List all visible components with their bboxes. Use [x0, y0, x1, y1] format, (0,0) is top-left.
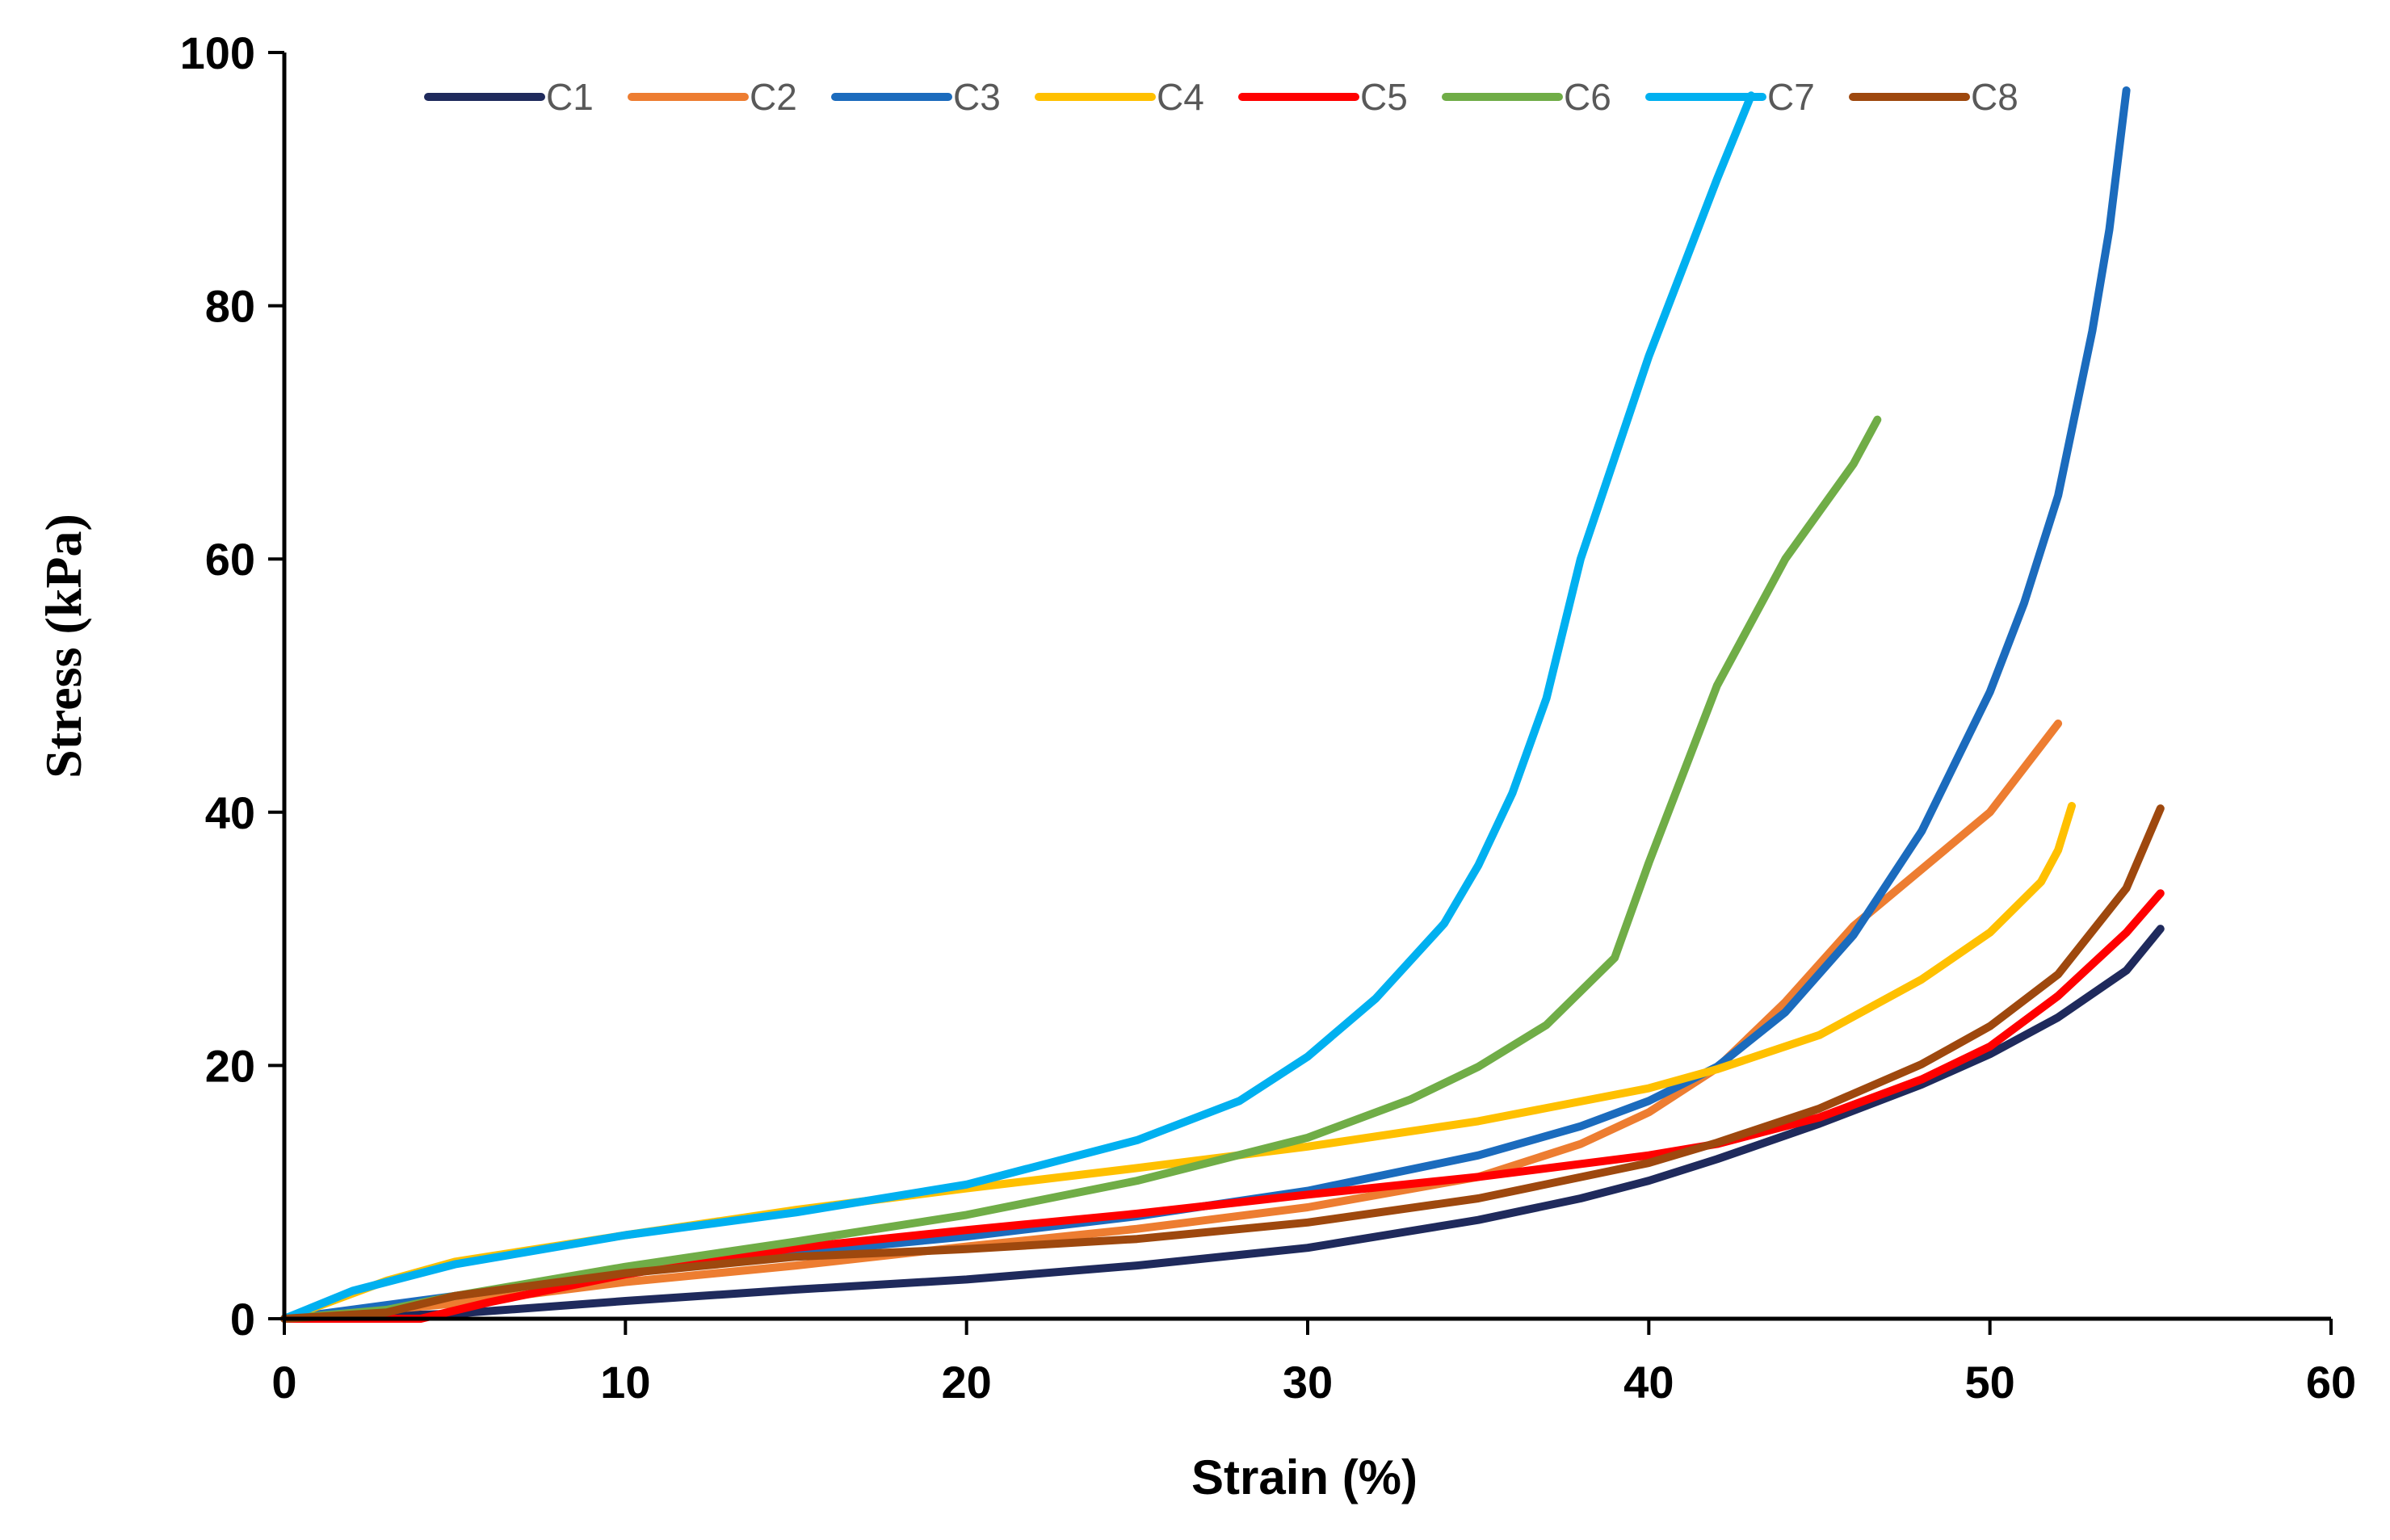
legend-label-c2: C2 — [750, 76, 797, 118]
legend-label-c4: C4 — [1157, 76, 1204, 118]
series-line-c5 — [280, 889, 2165, 1323]
legend-label-c7: C7 — [1767, 76, 1815, 118]
x-tick-label: 40 — [1623, 1357, 1674, 1408]
series-line-c4 — [280, 802, 2076, 1323]
series-line-c2 — [280, 720, 2063, 1323]
y-tick-label: 40 — [205, 787, 255, 838]
series-line-c3 — [280, 86, 2131, 1323]
x-tick-label: 20 — [942, 1357, 992, 1408]
axes-layer — [282, 52, 2331, 1321]
y-tick-label: 60 — [205, 534, 255, 585]
series-layer — [280, 86, 2165, 1323]
x-tick-label: 50 — [1965, 1357, 2015, 1408]
x-tick-label: 0 — [271, 1357, 296, 1408]
legend: C1 C2 C3 C4 C5 C6 C7 C8 — [424, 76, 2018, 118]
legend-label-c6: C6 — [1564, 76, 1611, 118]
y-tick-label: 20 — [205, 1040, 255, 1091]
legend-label-c8: C8 — [1971, 76, 2018, 118]
series-line-c6 — [280, 415, 1882, 1323]
ticks-layer: 0 10 20 30 40 50 60 0 20 40 60 80 100 — [180, 27, 2357, 1408]
x-axis-title: Strain (%) — [1191, 1450, 1418, 1504]
series-line-c8 — [280, 804, 2165, 1323]
legend-label-c1: C1 — [546, 76, 594, 118]
series-line-c1 — [280, 925, 2165, 1323]
y-tick-label: 100 — [180, 27, 255, 78]
x-tick-label: 30 — [1283, 1357, 1333, 1408]
legend-label-c3: C3 — [953, 76, 1001, 118]
series-line-c7 — [280, 91, 1755, 1323]
y-axis-title: Stress (kPa) — [35, 514, 92, 778]
legend-label-c5: C5 — [1360, 76, 1408, 118]
y-tick-label: 80 — [205, 281, 255, 332]
x-tick-label: 10 — [600, 1357, 650, 1408]
x-tick-label: 60 — [2306, 1357, 2356, 1408]
y-tick-label: 0 — [230, 1294, 255, 1345]
